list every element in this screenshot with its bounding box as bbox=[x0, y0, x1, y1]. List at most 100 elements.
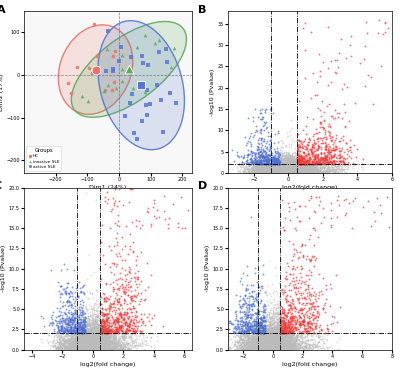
Point bbox=[252, 328, 258, 334]
Point bbox=[80, 339, 86, 344]
Point bbox=[280, 160, 287, 166]
Point bbox=[82, 337, 88, 343]
Point bbox=[100, 344, 106, 350]
Point bbox=[271, 339, 278, 345]
Point bbox=[101, 327, 107, 333]
Point bbox=[260, 342, 267, 348]
Point bbox=[265, 336, 271, 342]
Point bbox=[301, 339, 307, 345]
Point bbox=[89, 310, 96, 316]
Point bbox=[90, 347, 97, 353]
Point bbox=[264, 343, 270, 349]
Point bbox=[281, 227, 287, 233]
Point bbox=[84, 328, 90, 334]
Point bbox=[309, 163, 315, 169]
Point bbox=[265, 337, 271, 343]
Point bbox=[305, 289, 312, 294]
Point bbox=[88, 312, 94, 318]
Point bbox=[282, 170, 288, 176]
Point bbox=[290, 334, 296, 340]
Point bbox=[112, 337, 118, 343]
Point bbox=[269, 344, 275, 350]
Point bbox=[85, 338, 91, 344]
Point bbox=[65, 336, 72, 342]
Point bbox=[64, 298, 70, 304]
Point bbox=[271, 340, 277, 346]
Point bbox=[296, 169, 303, 175]
Point bbox=[271, 156, 278, 162]
Point bbox=[85, 346, 92, 352]
Point bbox=[76, 338, 83, 344]
Point bbox=[98, 334, 104, 340]
Point bbox=[99, 339, 106, 344]
Point bbox=[65, 338, 71, 344]
Point bbox=[94, 343, 100, 349]
Point bbox=[264, 167, 271, 173]
Point bbox=[268, 334, 275, 340]
Point bbox=[96, 345, 102, 351]
Point bbox=[131, 331, 138, 337]
Point bbox=[87, 329, 93, 335]
Point bbox=[73, 335, 79, 340]
Point bbox=[251, 322, 257, 328]
Point bbox=[288, 341, 294, 347]
Point bbox=[288, 163, 294, 169]
Point bbox=[274, 333, 280, 339]
Point bbox=[331, 157, 338, 163]
Point bbox=[324, 153, 330, 159]
Point bbox=[291, 165, 297, 171]
Point bbox=[292, 170, 298, 176]
Point bbox=[242, 167, 249, 173]
Point bbox=[288, 163, 294, 169]
Point bbox=[98, 345, 104, 351]
Point bbox=[262, 340, 268, 346]
Point bbox=[84, 322, 91, 328]
Point bbox=[268, 341, 274, 347]
Point bbox=[278, 340, 284, 346]
Point bbox=[130, 340, 137, 346]
Point bbox=[74, 346, 80, 351]
Point bbox=[95, 339, 102, 344]
Point bbox=[300, 169, 306, 175]
Point bbox=[276, 343, 282, 349]
Point bbox=[263, 345, 270, 351]
Point bbox=[82, 333, 89, 339]
Point bbox=[86, 328, 92, 333]
Point bbox=[80, 343, 86, 349]
Point bbox=[284, 344, 290, 350]
Point bbox=[277, 344, 284, 350]
Point bbox=[272, 165, 278, 171]
Point bbox=[276, 337, 283, 343]
Point bbox=[285, 339, 292, 345]
Point bbox=[122, 335, 129, 340]
Point bbox=[82, 329, 88, 335]
Point bbox=[262, 346, 268, 352]
Point bbox=[61, 336, 67, 342]
Point bbox=[61, 340, 68, 346]
Point bbox=[66, 339, 72, 344]
Point bbox=[282, 166, 289, 171]
Point bbox=[266, 345, 272, 351]
Point bbox=[93, 328, 99, 334]
Point bbox=[236, 334, 243, 340]
Point bbox=[278, 333, 284, 339]
Point bbox=[277, 332, 283, 338]
Point bbox=[252, 169, 258, 175]
Point bbox=[286, 164, 292, 170]
Point bbox=[98, 346, 105, 352]
Point bbox=[83, 339, 90, 345]
Point bbox=[298, 164, 305, 170]
Point bbox=[270, 340, 276, 346]
Point bbox=[288, 161, 294, 167]
Point bbox=[81, 336, 87, 342]
Point bbox=[88, 326, 94, 332]
Point bbox=[253, 334, 260, 340]
Point bbox=[95, 342, 102, 348]
Point bbox=[262, 344, 269, 350]
Point bbox=[274, 168, 281, 174]
Point bbox=[104, 342, 110, 348]
Point bbox=[73, 337, 80, 343]
Point bbox=[262, 333, 268, 339]
Point bbox=[55, 332, 61, 338]
Point bbox=[105, 338, 111, 344]
